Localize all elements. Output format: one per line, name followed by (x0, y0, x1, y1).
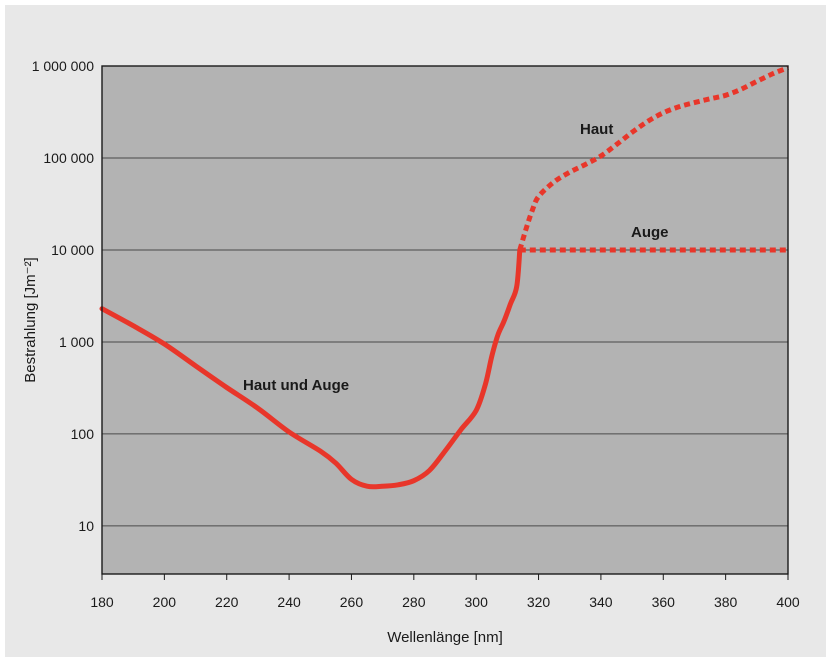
x-tick-label: 400 (776, 594, 800, 610)
y-tick-label: 1 000 000 (32, 58, 94, 74)
x-tick-label: 180 (90, 594, 114, 610)
irradiance-chart: 180 200 220 240 260 280 300 320 340 360 380 400 101… (5, 5, 826, 657)
series-layer (99, 65, 789, 490)
y-axis-ticks: 10 100 1 000 10 000 100 000 1 000 000 (32, 58, 95, 534)
chart-panel: 180 200 220 240 260 280 300 320 340 360 380 400 10 1… (5, 5, 826, 657)
plot-area (102, 66, 788, 574)
series-line-haut (517, 65, 789, 251)
x-tick-label: 300 (465, 594, 489, 610)
x-tick-label: 260 (340, 594, 364, 610)
y-axis-label: Bestrahlung [Jm⁻²] (22, 257, 39, 382)
y-tick-label: 1 000 (59, 334, 94, 350)
plot-frame (101, 65, 789, 575)
y-tick-label: 10 000 (51, 242, 94, 258)
annotation-haut: Haut (580, 121, 613, 138)
y-tick-label: 100 (71, 426, 95, 442)
annotation-auge: Auge (631, 224, 669, 241)
x-tick-label: 240 (277, 594, 301, 610)
series-line-haut-und-auge (99, 247, 523, 490)
annotation-haut-und-auge: Haut und Auge (243, 377, 349, 394)
x-tick-label: 220 (215, 594, 239, 610)
x-tick-label: 340 (589, 594, 613, 610)
y-tick-label: 10 (78, 518, 94, 534)
x-axis-label: Wellenlänge [nm] (387, 629, 503, 646)
x-tick-label: 380 (714, 594, 738, 610)
x-tick-label: 360 (652, 594, 676, 610)
x-axis-ticks: 180 200 220 240 260 280 300 320 340 360 380 400 (90, 574, 800, 610)
x-tick-label: 200 (153, 594, 177, 610)
x-tick-label: 280 (402, 594, 426, 610)
x-tick-label: 320 (527, 594, 551, 610)
y-tick-label: 100 000 (43, 150, 94, 166)
